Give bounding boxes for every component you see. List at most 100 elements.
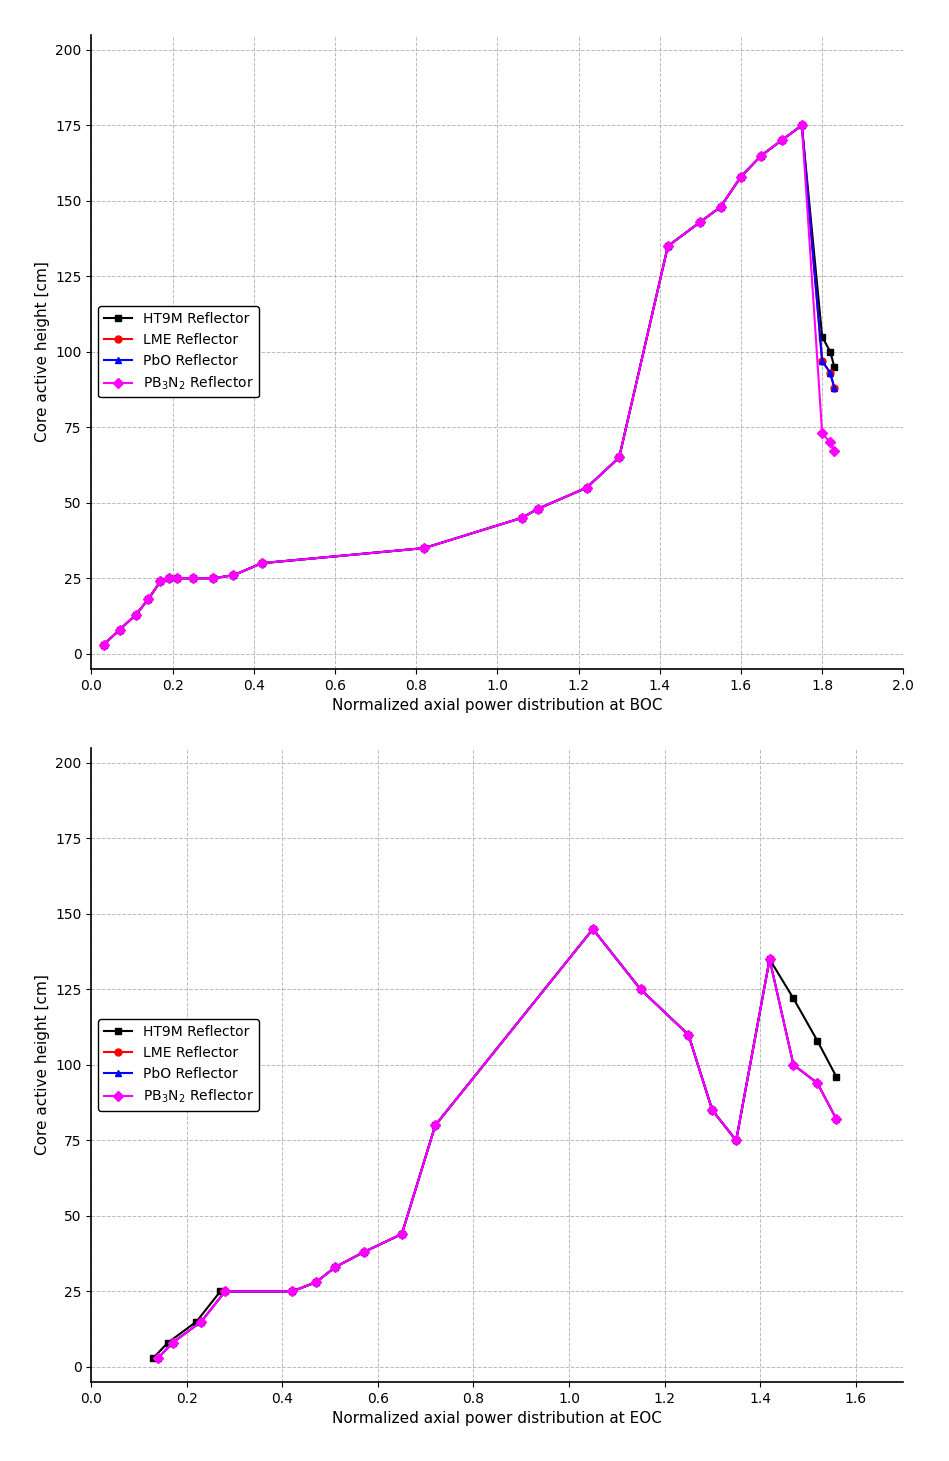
HT9M Reflector — [776, 131, 788, 149]
PbO Reflector — [516, 508, 528, 526]
LME Reflector — [587, 920, 599, 938]
PB$_3$N$_2$ Reflector — [682, 1026, 694, 1043]
PB$_3$N$_2$ Reflector — [662, 237, 674, 254]
Line: LME Reflector: LME Reflector — [100, 121, 838, 649]
LME Reflector — [830, 1110, 842, 1128]
PbO Reflector — [828, 380, 840, 397]
PbO Reflector — [419, 539, 430, 557]
LME Reflector — [825, 364, 836, 381]
HT9M Reflector — [755, 146, 767, 164]
HT9M Reflector — [396, 1226, 407, 1243]
HT9M Reflector — [114, 621, 125, 638]
HT9M Reflector — [358, 1243, 369, 1261]
HT9M Reflector — [98, 636, 109, 653]
HT9M Reflector — [287, 1283, 298, 1300]
PB$_3$N$_2$ Reflector — [167, 1334, 178, 1351]
LME Reflector — [532, 500, 544, 517]
LME Reflector — [114, 621, 125, 638]
HT9M Reflector — [516, 508, 528, 526]
PbO Reflector — [396, 1226, 407, 1243]
PB$_3$N$_2$ Reflector — [715, 199, 726, 216]
LME Reflector — [130, 606, 141, 624]
LME Reflector — [516, 508, 528, 526]
Line: HT9M Reflector: HT9M Reflector — [150, 926, 840, 1362]
Y-axis label: Core active height [cm]: Core active height [cm] — [35, 262, 49, 443]
LME Reflector — [208, 570, 219, 587]
LME Reflector — [153, 1349, 164, 1366]
PB$_3$N$_2$ Reflector — [764, 951, 775, 969]
LME Reflector — [396, 1226, 407, 1243]
LME Reflector — [287, 1283, 298, 1300]
LME Reflector — [163, 570, 175, 587]
Y-axis label: Core active height [cm]: Core active height [cm] — [35, 974, 49, 1156]
PbO Reflector — [153, 1349, 164, 1366]
HT9M Reflector — [828, 358, 840, 375]
PbO Reflector — [287, 1283, 298, 1300]
LME Reflector — [228, 567, 239, 584]
PB$_3$N$_2$ Reflector — [581, 479, 592, 497]
PbO Reflector — [142, 590, 154, 608]
HT9M Reflector — [811, 1031, 823, 1049]
HT9M Reflector — [695, 213, 706, 231]
HT9M Reflector — [581, 479, 592, 497]
PbO Reflector — [329, 1258, 341, 1275]
HT9M Reflector — [735, 168, 747, 186]
PB$_3$N$_2$ Reflector — [329, 1258, 341, 1275]
Legend: HT9M Reflector, LME Reflector, PbO Reflector, PB$_3$N$_2$ Reflector: HT9M Reflector, LME Reflector, PbO Refle… — [99, 307, 259, 397]
HT9M Reflector — [310, 1274, 322, 1292]
PbO Reflector — [776, 131, 788, 149]
HT9M Reflector — [532, 500, 544, 517]
PbO Reflector — [171, 570, 182, 587]
HT9M Reflector — [825, 343, 836, 361]
LME Reflector — [187, 570, 198, 587]
PbO Reflector — [731, 1132, 742, 1150]
PbO Reflector — [662, 237, 674, 254]
HT9M Reflector — [707, 1102, 718, 1119]
HT9M Reflector — [329, 1258, 341, 1275]
HT9M Reflector — [731, 1132, 742, 1150]
PbO Reflector — [430, 1116, 441, 1134]
PB$_3$N$_2$ Reflector — [816, 425, 828, 443]
PB$_3$N$_2$ Reflector — [731, 1132, 742, 1150]
LME Reflector — [715, 199, 726, 216]
PbO Reflector — [695, 213, 706, 231]
HT9M Reflector — [635, 980, 646, 998]
LME Reflector — [796, 117, 808, 134]
Line: PbO Reflector: PbO Reflector — [155, 926, 840, 1362]
PB$_3$N$_2$ Reflector — [163, 570, 175, 587]
PB$_3$N$_2$ Reflector — [825, 434, 836, 451]
LME Reflector — [682, 1026, 694, 1043]
HT9M Reflector — [163, 570, 175, 587]
PbO Reflector — [707, 1102, 718, 1119]
HT9M Reflector — [796, 117, 808, 134]
PB$_3$N$_2$ Reflector — [796, 117, 808, 134]
PbO Reflector — [114, 621, 125, 638]
PB$_3$N$_2$ Reflector — [228, 567, 239, 584]
LME Reflector — [98, 636, 109, 653]
PB$_3$N$_2$ Reflector — [811, 1074, 823, 1091]
HT9M Reflector — [715, 199, 726, 216]
PbO Reflector — [98, 636, 109, 653]
LME Reflector — [735, 168, 747, 186]
LME Reflector — [707, 1102, 718, 1119]
HT9M Reflector — [208, 570, 219, 587]
HT9M Reflector — [419, 539, 430, 557]
LME Reflector — [828, 380, 840, 397]
PB$_3$N$_2$ Reflector — [130, 606, 141, 624]
LME Reflector — [219, 1283, 231, 1300]
PbO Reflector — [764, 951, 775, 969]
PbO Reflector — [167, 1334, 178, 1351]
LME Reflector — [581, 479, 592, 497]
PbO Reflector — [532, 500, 544, 517]
PbO Reflector — [825, 364, 836, 381]
LME Reflector — [695, 213, 706, 231]
HT9M Reflector — [155, 573, 166, 590]
PB$_3$N$_2$ Reflector — [707, 1102, 718, 1119]
LME Reflector — [171, 570, 182, 587]
PB$_3$N$_2$ Reflector — [142, 590, 154, 608]
PbO Reflector — [256, 554, 268, 571]
PbO Reflector — [358, 1243, 369, 1261]
LME Reflector — [731, 1132, 742, 1150]
LME Reflector — [329, 1258, 341, 1275]
PbO Reflector — [613, 449, 624, 466]
